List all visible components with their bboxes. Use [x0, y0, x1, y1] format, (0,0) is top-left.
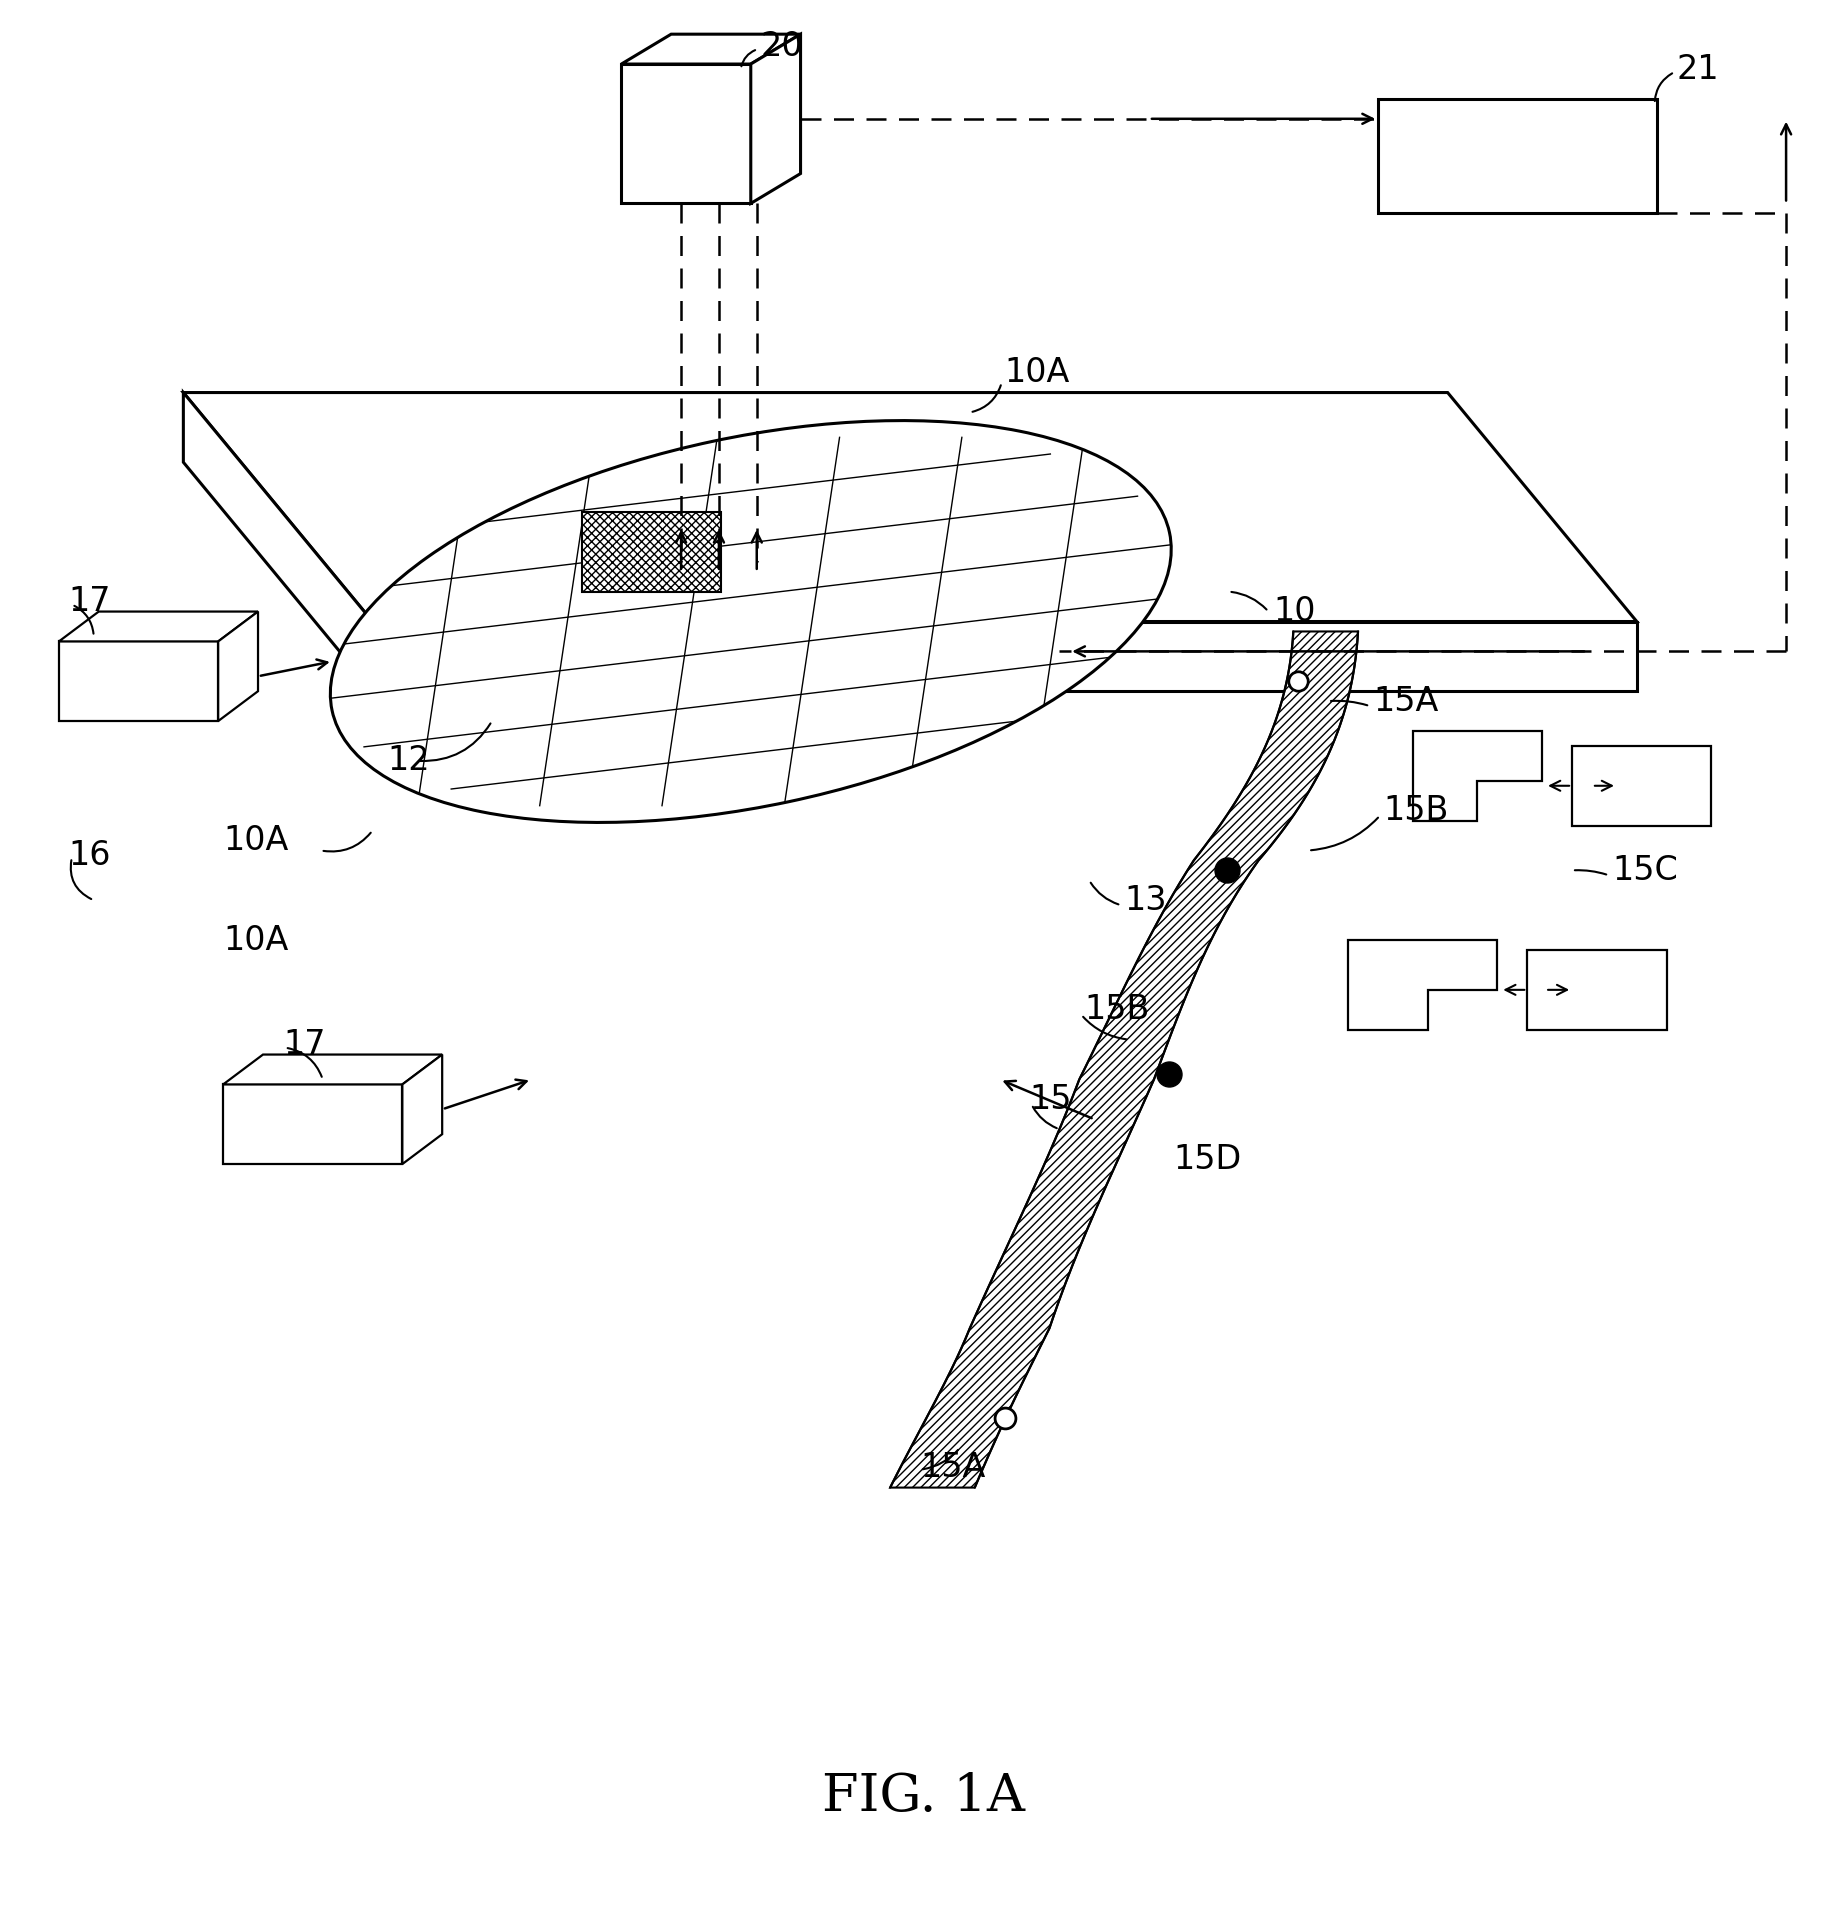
Text: 17: 17	[68, 584, 111, 619]
Text: 12: 12	[388, 745, 430, 777]
Text: 10: 10	[1273, 596, 1315, 628]
Polygon shape	[750, 34, 800, 202]
Polygon shape	[621, 65, 750, 202]
Text: 17: 17	[283, 1028, 325, 1062]
Polygon shape	[373, 621, 1636, 691]
Text: 10A: 10A	[1005, 355, 1069, 390]
Polygon shape	[223, 1054, 441, 1085]
Text: 15A: 15A	[1372, 684, 1439, 718]
Polygon shape	[582, 512, 720, 592]
Text: 15B: 15B	[1383, 795, 1448, 827]
Text: 21: 21	[1677, 52, 1720, 86]
Polygon shape	[59, 642, 218, 722]
Polygon shape	[183, 393, 373, 691]
Polygon shape	[183, 393, 1636, 621]
Text: 15B: 15B	[1084, 993, 1149, 1026]
Text: 15D: 15D	[1175, 1142, 1243, 1175]
Polygon shape	[403, 1054, 441, 1163]
Text: 15A: 15A	[920, 1452, 986, 1484]
Text: 15: 15	[1029, 1083, 1071, 1115]
Text: 16: 16	[68, 838, 111, 873]
Ellipse shape	[331, 420, 1171, 823]
Polygon shape	[223, 1085, 403, 1163]
Text: FIG. 1A: FIG. 1A	[822, 1771, 1025, 1822]
Text: 10A: 10A	[223, 924, 288, 957]
Bar	[1527, 949, 1666, 1029]
Bar	[1572, 747, 1712, 825]
Text: 10A: 10A	[223, 823, 288, 858]
Bar	[1378, 99, 1657, 214]
Text: 13: 13	[1125, 884, 1167, 917]
Polygon shape	[621, 34, 800, 65]
Text: 15C: 15C	[1612, 854, 1677, 886]
Polygon shape	[59, 611, 259, 642]
Polygon shape	[1348, 940, 1498, 1029]
Text: 20: 20	[761, 31, 803, 63]
Polygon shape	[218, 611, 259, 722]
Polygon shape	[890, 632, 1358, 1488]
Polygon shape	[1413, 732, 1542, 821]
